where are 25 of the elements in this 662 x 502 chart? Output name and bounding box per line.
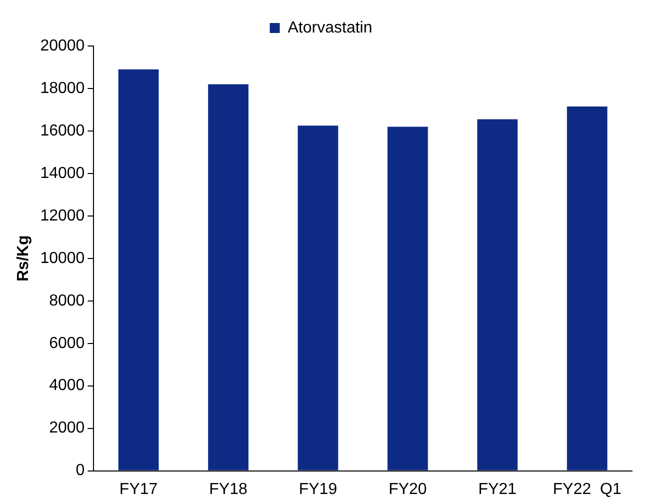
bar (298, 126, 338, 470)
bar (566, 106, 608, 470)
legend-label: Atorvastatin (288, 19, 372, 36)
y-tick-label: 14000 (40, 164, 85, 182)
x-tick-label: FY17 (119, 480, 158, 498)
y-tick-label: 20000 (40, 37, 85, 54)
y-tick-label: 16000 (40, 122, 85, 140)
x-tick-label: FY19 (298, 480, 338, 498)
bar (477, 119, 518, 470)
bar (388, 126, 428, 470)
x-tick-label: FY20 (388, 480, 427, 498)
y-tick-label: 10000 (40, 250, 85, 267)
y-axis-title: Rs/Kg (15, 235, 32, 282)
y-tick-label: 6000 (49, 334, 85, 352)
x-tick-label: FY22 Q1 (552, 480, 622, 498)
y-tick-label: 0 (76, 462, 85, 480)
x-tick-label: FY21 (478, 480, 517, 498)
x-tick-label: FY18 (209, 480, 248, 498)
y-tick-label: 8000 (49, 292, 85, 310)
y-tick-label: 4000 (49, 377, 85, 394)
y-tick-label: 18000 (40, 80, 85, 97)
bar (118, 69, 159, 470)
bar (208, 84, 248, 470)
y-tick-label: 2000 (49, 420, 85, 437)
y-tick-label: 12000 (40, 207, 85, 224)
